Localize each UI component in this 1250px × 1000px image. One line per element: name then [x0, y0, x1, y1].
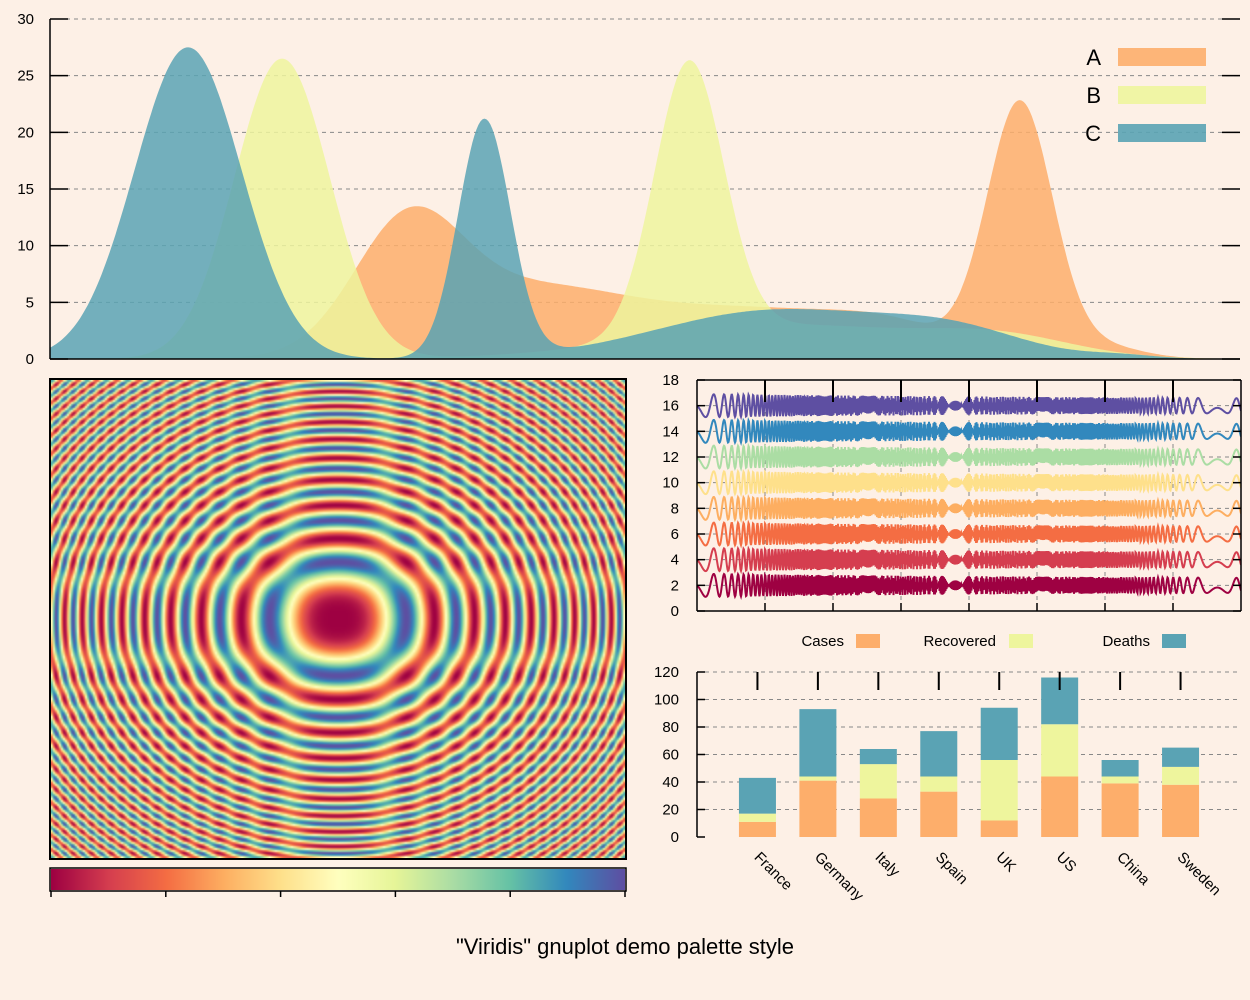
bar-US-Cases — [1041, 776, 1079, 837]
bar-Sweden-Cases — [1162, 784, 1200, 837]
waves-ytick-label: 8 — [671, 500, 679, 517]
bar-legend-swatch-Deaths — [1162, 634, 1186, 648]
legend-swatch-A — [1118, 48, 1206, 66]
bar-France-Cases — [738, 821, 776, 837]
bar-Germany-Recovered — [799, 776, 837, 781]
density-ytick-label: 30 — [17, 11, 34, 28]
bar-ytick-label: 0 — [671, 829, 679, 846]
wave-line-offset-2 — [697, 571, 1241, 600]
legend-swatch-B — [1118, 86, 1206, 104]
bar-Sweden-Deaths — [1162, 747, 1200, 767]
bar-category-label: Sweden — [1174, 849, 1224, 899]
legend-label-B: B — [1086, 83, 1101, 108]
bar-China-Deaths — [1101, 760, 1139, 777]
legend-label-C: C — [1085, 121, 1101, 146]
colorbar-image — [51, 869, 625, 890]
bar-Spain-Cases — [920, 791, 958, 837]
bar-UK-Recovered — [980, 760, 1018, 821]
density-ytick-label: 20 — [17, 124, 34, 141]
density-axes: 0 5 10 15 20 25 30 — [17, 11, 1240, 368]
wave-line-offset-12 — [697, 442, 1241, 472]
bar-ytick-label: 20 — [662, 802, 679, 819]
bar-bars — [738, 677, 1200, 837]
waves-ytick-label: 18 — [662, 372, 679, 389]
density-panel: 0 5 10 15 20 25 30 ABC — [17, 11, 1240, 368]
bar-Germany-Deaths — [799, 709, 837, 777]
heatmap-panel — [49, 378, 627, 897]
bar-Spain-Deaths — [920, 731, 958, 777]
bar-legend: Cases Recovered Deaths — [801, 633, 1186, 650]
bar-legend-swatch-Recovered — [1009, 634, 1033, 648]
bar-legend-label-Recovered: Recovered — [923, 633, 996, 650]
density-area-B — [50, 58, 1240, 359]
figure-title: "Viridis" gnuplot demo palette style — [455, 934, 795, 959]
bar-US-Recovered — [1041, 724, 1079, 777]
wave-line-offset-14 — [697, 417, 1241, 446]
bar-category-label: France — [751, 849, 796, 894]
bar-China-Cases — [1101, 783, 1139, 837]
bar-panel: Cases Recovered Deaths 0 20 40 60 80 100 120 Fran… — [654, 633, 1241, 905]
bar-legend-label-Deaths: Deaths — [1102, 633, 1150, 650]
waves-ytick-label: 2 — [671, 577, 679, 594]
density-ytick-label: 25 — [17, 68, 34, 85]
waves-ytick-label: 4 — [671, 552, 679, 569]
bar-Sweden-Recovered — [1162, 766, 1200, 785]
bar-ytick-label: 100 — [654, 692, 679, 709]
bar-ytick-label: 40 — [662, 774, 679, 791]
bar-category-label: UK — [992, 849, 1019, 876]
bar-ytick-label: 120 — [654, 664, 679, 681]
density-ytick-label: 10 — [17, 238, 34, 255]
bar-ytick-label: 80 — [662, 719, 679, 736]
bar-Italy-Deaths — [859, 749, 897, 765]
bar-category-label: Germany — [811, 849, 867, 905]
density-areas — [50, 47, 1240, 360]
waves-ytick-label: 16 — [662, 398, 679, 415]
waves-ytick-label: 12 — [662, 449, 679, 466]
waves-axes: 0 2 4 6 8 10 12 14 16 18 — [662, 372, 1242, 620]
bar-China-Recovered — [1101, 776, 1139, 784]
bar-ytick-label: 60 — [662, 747, 679, 764]
density-area-C — [50, 47, 1240, 360]
wave-line-offset-4 — [697, 545, 1241, 575]
bar-category-label: China — [1113, 849, 1153, 889]
bar-Italy-Cases — [859, 798, 897, 837]
heatmap-border — [49, 378, 627, 860]
bar-category-label: Spain — [932, 849, 971, 888]
legend-label-A: A — [1086, 45, 1101, 70]
wave-line-offset-6 — [697, 519, 1241, 549]
density-ytick-label: 15 — [17, 181, 34, 198]
waves-ytick-label: 6 — [671, 526, 679, 543]
colorbar-ticks — [50, 891, 626, 897]
bar-legend-label-Cases: Cases — [801, 633, 844, 650]
bar-category-label: Italy — [872, 849, 904, 881]
waves-ytick-label: 0 — [671, 603, 679, 620]
bar-gridlines — [697, 671, 1241, 810]
colorbar-border — [49, 867, 627, 892]
wave-line-offset-8 — [697, 494, 1241, 523]
bar-UK-Cases — [980, 820, 1018, 837]
waves-ytick-label: 10 — [662, 475, 679, 492]
bar-UK-Deaths — [980, 707, 1018, 760]
waves-panel: 0 2 4 6 8 10 12 14 16 18 — [662, 372, 1242, 620]
bar-Germany-Cases — [799, 780, 837, 837]
wave-line-offset-10 — [697, 468, 1241, 498]
waves-ytick-label: 14 — [662, 423, 679, 440]
legend-swatch-C — [1118, 124, 1206, 142]
bar-legend-swatch-Cases — [856, 634, 880, 648]
bar-France-Deaths — [738, 777, 776, 814]
bar-category-label: US — [1053, 849, 1080, 876]
bar-Spain-Recovered — [920, 776, 958, 792]
heatmap-image — [51, 380, 625, 858]
density-ytick-label: 5 — [26, 294, 34, 311]
density-ytick-label: 0 — [26, 351, 34, 368]
bar-France-Recovered — [738, 813, 776, 822]
bar-Italy-Recovered — [859, 764, 897, 799]
density-legend: ABC — [1085, 45, 1206, 146]
